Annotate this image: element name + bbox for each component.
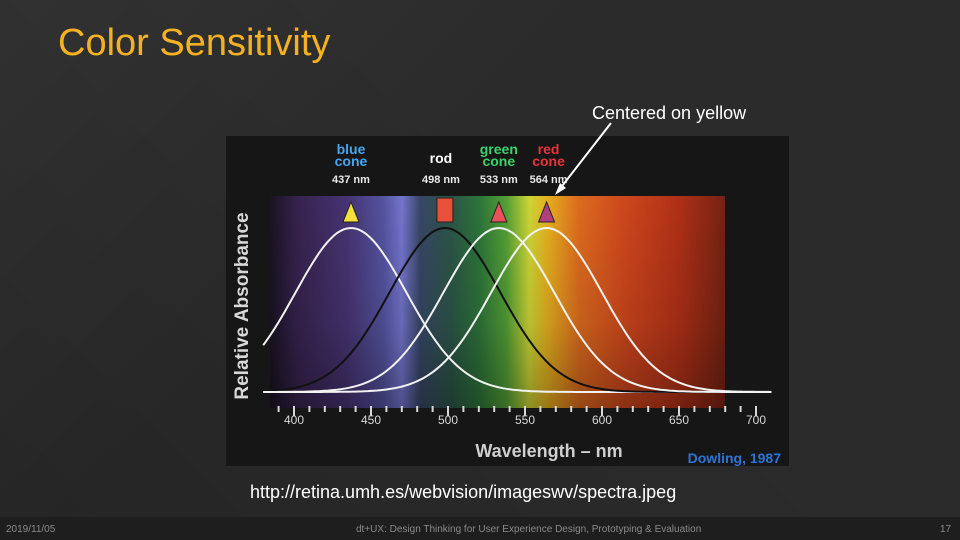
source-url: http://retina.umh.es/webvision/imageswv/… bbox=[250, 482, 677, 502]
x-tick-label: 700 bbox=[746, 413, 766, 427]
x-tick-label: 400 bbox=[284, 413, 304, 427]
footer-text: dt+UX: Design Thinking for User Experien… bbox=[356, 524, 702, 535]
label-red-cone-nm: 564 nm bbox=[530, 174, 568, 186]
footer-page-number: 17 bbox=[940, 524, 952, 535]
absorbance-curves bbox=[262, 226, 772, 393]
marker-rod bbox=[436, 197, 454, 223]
x-tick-label: 450 bbox=[361, 413, 381, 427]
marker-blue-cone bbox=[342, 200, 360, 223]
label-blue-cone-line2: cone bbox=[335, 153, 368, 169]
y-axis-label: Relative Absorbance bbox=[232, 212, 253, 399]
label-blue-cone-line1: blue bbox=[337, 141, 366, 157]
figure-credit: Dowling, 1987 bbox=[688, 450, 782, 466]
x-tick-label: 550 bbox=[515, 413, 535, 427]
label-rod-nm: 498 nm bbox=[422, 174, 460, 186]
x-tick-label: 600 bbox=[592, 413, 612, 427]
marker-green-cone bbox=[490, 200, 508, 223]
x-tick-label: 500 bbox=[438, 413, 458, 427]
footer-bar bbox=[0, 517, 960, 540]
x-axis: 400 450 500 550 600 650 700 bbox=[277, 406, 766, 427]
curve-red-cone bbox=[263, 226, 772, 393]
label-green-cone-nm: 533 nm bbox=[480, 174, 518, 186]
spectrum-shade bbox=[270, 196, 725, 408]
callout-arrow bbox=[555, 122, 612, 195]
x-tick-label: 650 bbox=[669, 413, 689, 427]
peak-markers bbox=[342, 197, 556, 223]
footer-date: 2019/11/05 bbox=[6, 524, 56, 535]
callout-text: Centered on yellow bbox=[592, 103, 747, 123]
marker-red-cone bbox=[537, 200, 556, 223]
label-rod-line1: rod bbox=[430, 150, 453, 166]
label-blue-cone-nm: 437 nm bbox=[332, 174, 370, 186]
slide-title: Color Sensitivity bbox=[58, 22, 331, 64]
label-green-cone-line1: green bbox=[480, 141, 518, 157]
x-axis-label: Wavelength – nm bbox=[475, 441, 622, 461]
curve-green-cone bbox=[263, 227, 772, 393]
label-red-cone-line1: red bbox=[538, 141, 560, 157]
label-green-cone-line2: cone bbox=[482, 153, 515, 169]
label-red-cone-line2: cone bbox=[532, 153, 565, 169]
